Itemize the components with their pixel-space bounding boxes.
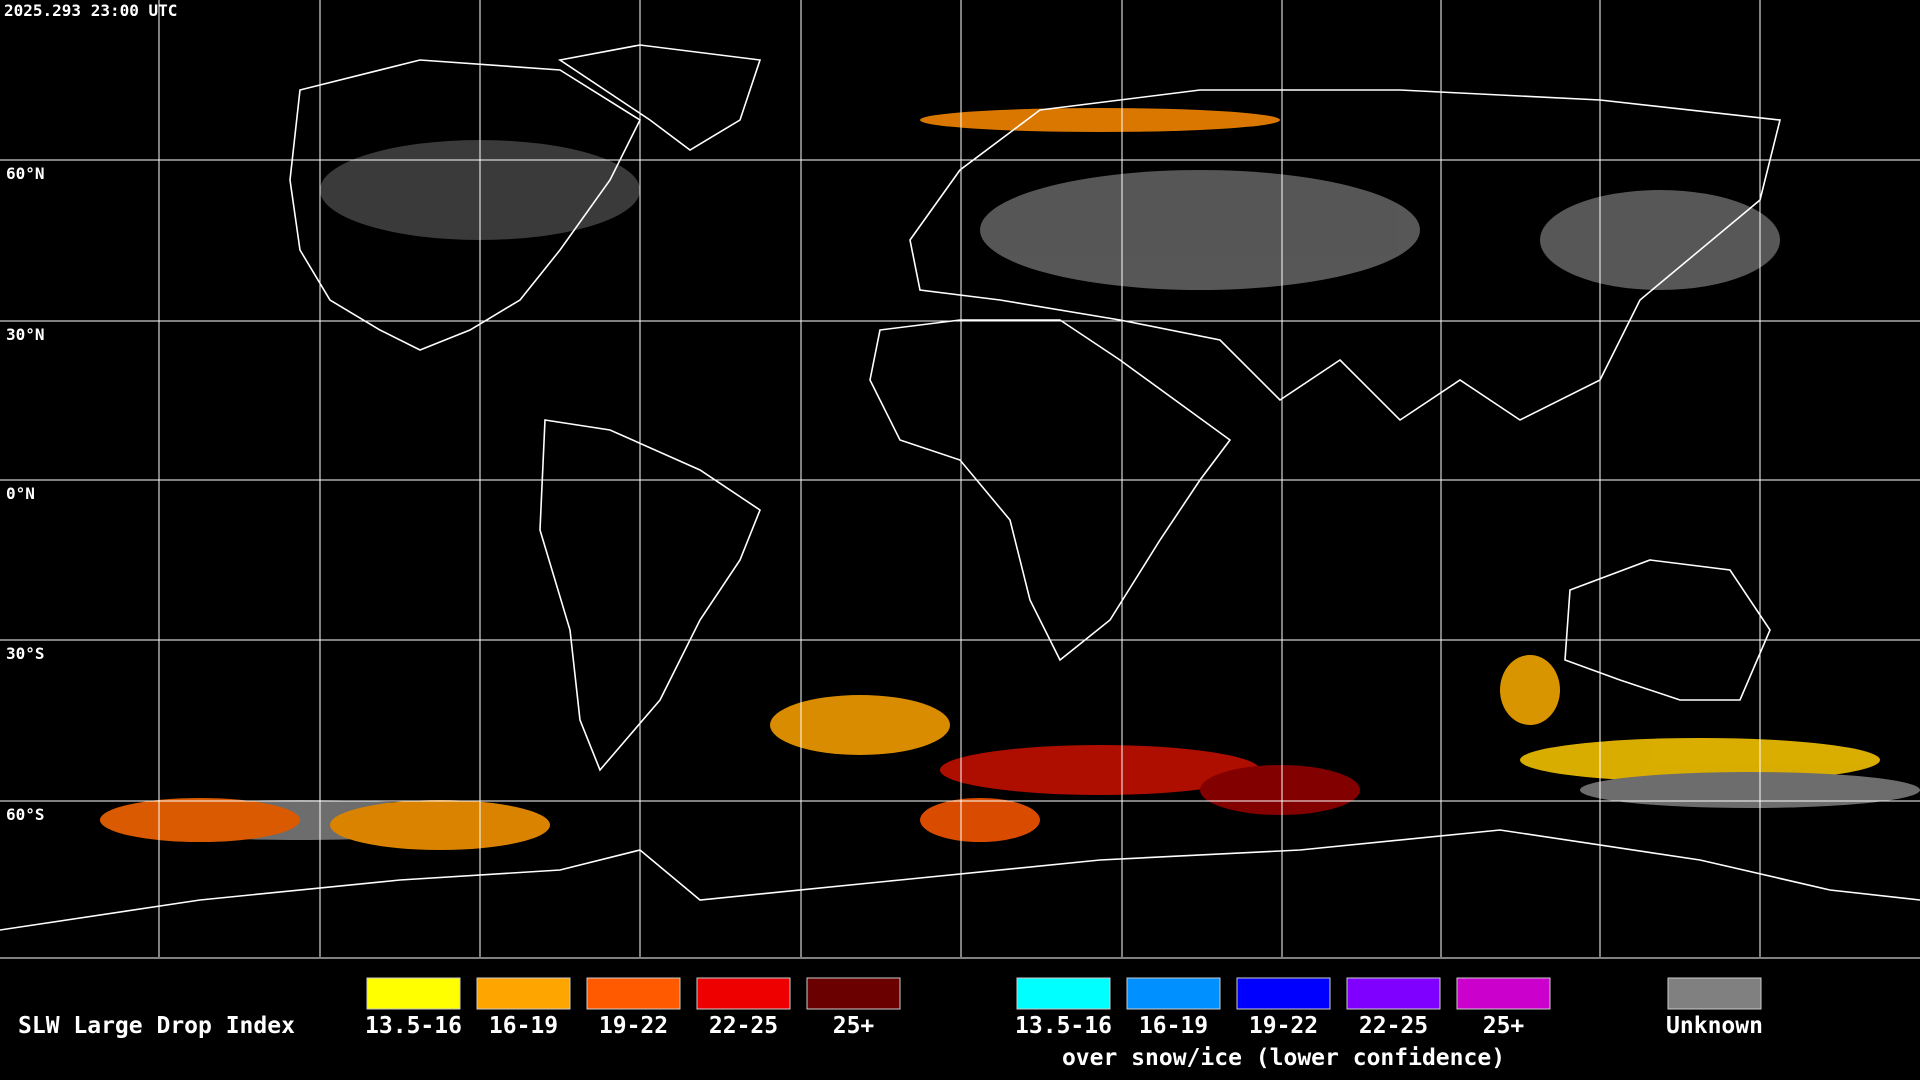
timestamp: 2025.293 23:00 UTC xyxy=(4,1,177,20)
weather-overlay xyxy=(100,108,1920,850)
legend-swatch xyxy=(1346,977,1441,1010)
legend-label: 19-22 xyxy=(599,1013,668,1039)
legend-swatch xyxy=(476,977,571,1010)
graticule xyxy=(0,0,1920,959)
australia xyxy=(1564,559,1771,701)
unknown-cloud xyxy=(1580,772,1920,808)
eurasia xyxy=(909,89,1781,422)
slw-band xyxy=(940,745,1260,795)
legend-swatch xyxy=(806,977,901,1010)
legend-label: 22-25 xyxy=(709,1013,778,1039)
south-america xyxy=(539,419,761,772)
slw-band xyxy=(100,798,300,842)
slw-band xyxy=(1200,765,1360,815)
legend-label: 25+ xyxy=(833,1013,875,1039)
legend-swatch xyxy=(696,977,791,1010)
legend-swatch xyxy=(1667,977,1762,1010)
latitude-label: 30°S xyxy=(6,644,45,663)
latitude-label: 0°N xyxy=(6,484,35,503)
slw-band xyxy=(920,798,1040,842)
legend-swatch xyxy=(1126,977,1221,1010)
unknown-cloud xyxy=(980,170,1420,290)
legend-label: 25+ xyxy=(1483,1013,1525,1039)
latitude-label: 60°N xyxy=(6,164,45,183)
legend-swatch xyxy=(1456,977,1551,1010)
africa xyxy=(869,319,1232,662)
legend-title: SLW Large Drop Index xyxy=(18,1013,295,1039)
unknown-cloud xyxy=(1540,190,1780,290)
legend-label: 13.5-16 xyxy=(365,1013,462,1039)
legend-swatch xyxy=(1016,977,1111,1010)
latitude-label: 60°S xyxy=(6,805,45,824)
legend-label: 19-22 xyxy=(1249,1013,1318,1039)
slw-band xyxy=(1520,738,1880,782)
legend-swatch xyxy=(366,977,461,1010)
legend-label: Unknown xyxy=(1666,1013,1763,1039)
latitude-label: 30°N xyxy=(6,325,45,344)
slw-band xyxy=(770,695,950,755)
slw-band xyxy=(330,800,550,850)
north-america xyxy=(289,59,642,351)
legend-label: 16-19 xyxy=(1139,1013,1208,1039)
legend-label: 22-25 xyxy=(1359,1013,1428,1039)
legend-label: 13.5-16 xyxy=(1015,1013,1112,1039)
slw-band xyxy=(920,108,1280,132)
legend-swatch xyxy=(586,977,681,1010)
legend-swatch xyxy=(1236,977,1331,1010)
legend-caption: over snow/ice (lower confidence) xyxy=(1062,1045,1505,1071)
legend-label: 16-19 xyxy=(489,1013,558,1039)
antarctica xyxy=(0,829,1920,931)
slw-band xyxy=(1500,655,1560,725)
